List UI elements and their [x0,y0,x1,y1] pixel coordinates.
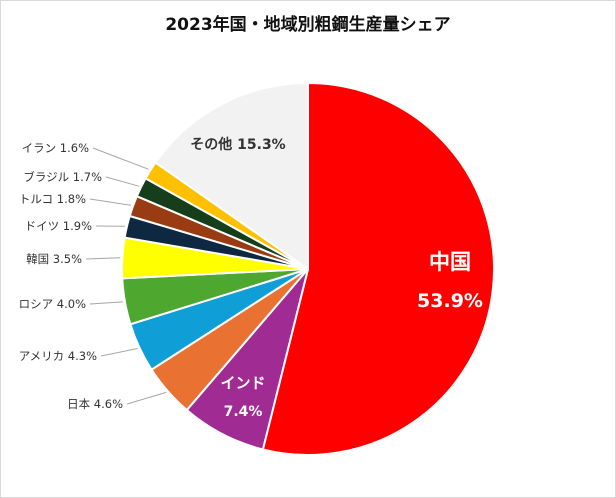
slice-value-label: 7.4% [224,404,263,420]
slice-label: ロシア 4.0% [19,297,86,311]
slice-label: アメリカ 4.3% [19,349,97,363]
leader-line [85,257,121,260]
leader-line [89,301,123,305]
slice-label: トルコ 1.8% [19,192,86,206]
slice-label: ブラジル 1.7% [23,170,102,184]
chart-title: 2023年国・地域別粗鋼生産量シェア [165,15,451,35]
pie-slice [154,81,309,271]
slice-label: ドイツ 1.9% [25,219,92,233]
slice-label: 日本 4.6% [67,397,123,411]
slice-label: その他 15.3% [190,136,285,153]
leader-line [126,391,167,405]
leader-line [100,348,138,357]
leader-line [105,176,140,187]
pie-slice [261,81,496,456]
slice-value-label: 53.9% [417,290,483,312]
slice-label: 韓国 3.5% [26,252,82,266]
leader-line [92,147,149,170]
slice-name-label: 中国 [429,250,471,274]
slice-label: イラン 1.6% [22,141,89,155]
slice-name-label: インド [220,374,265,392]
leader-line [89,198,132,206]
